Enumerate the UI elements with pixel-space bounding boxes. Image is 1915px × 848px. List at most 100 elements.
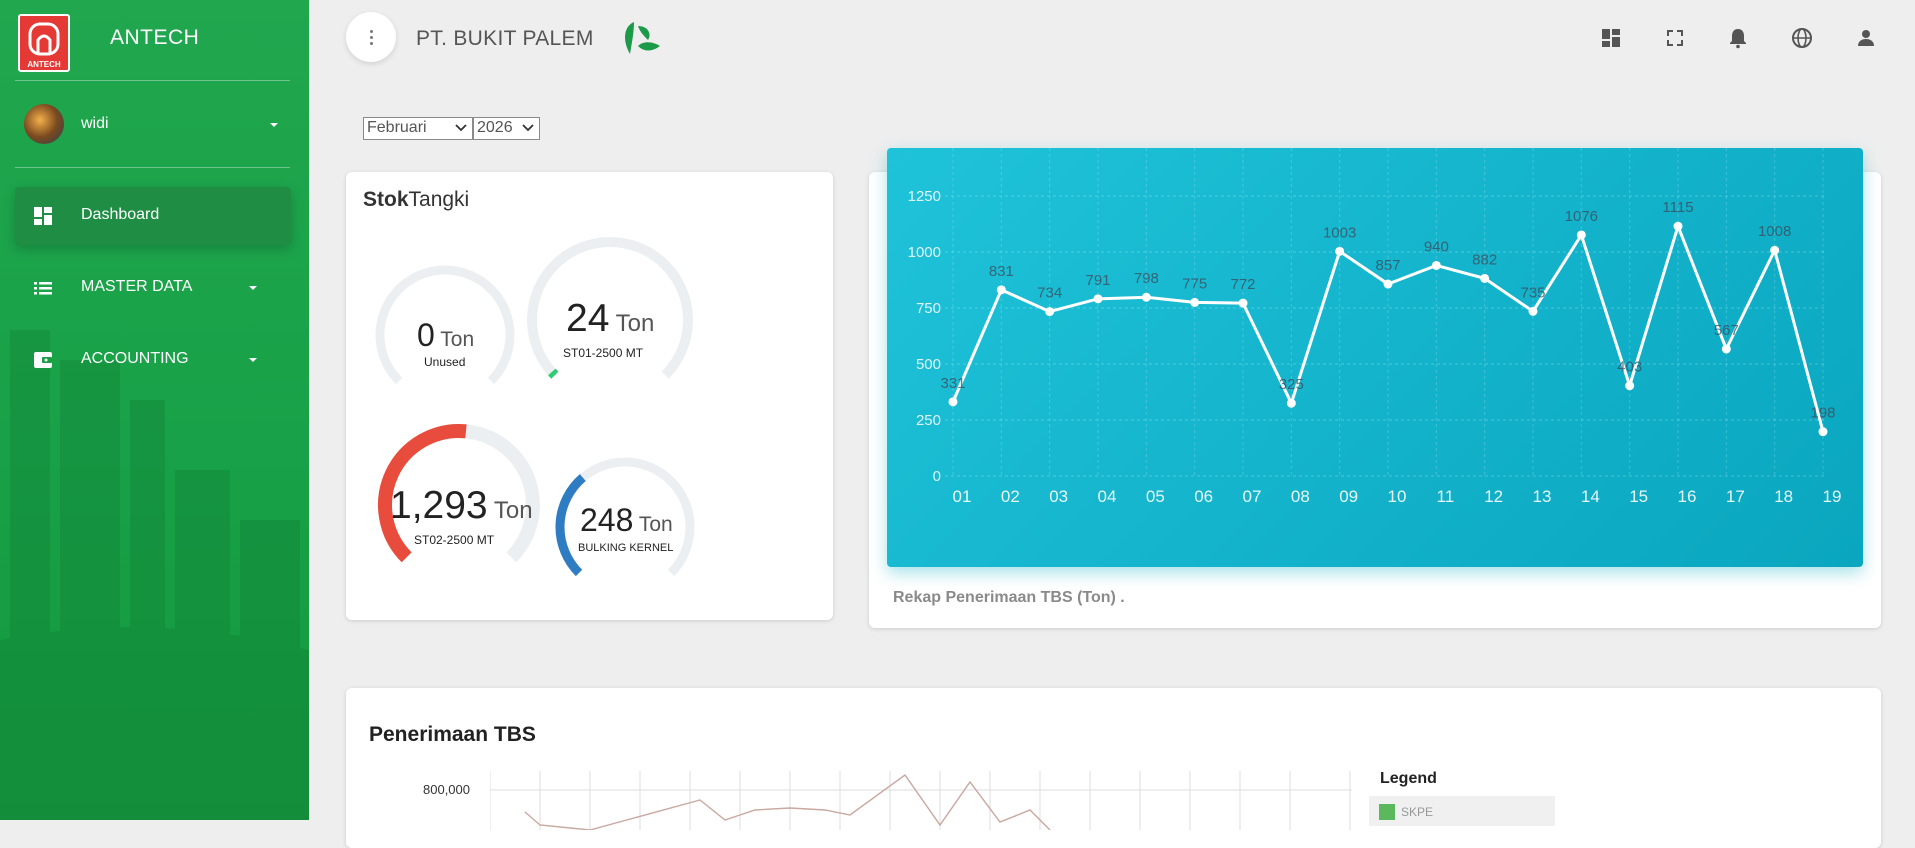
x-tick-label: 19 — [1823, 487, 1842, 506]
title-rest: Tangki — [408, 188, 470, 211]
month-select[interactable]: Februari — [363, 117, 473, 140]
data-point — [1190, 297, 1200, 307]
y-tick-label: 1250 — [908, 188, 941, 205]
x-tick-label: 04 — [1098, 487, 1117, 506]
user-menu[interactable]: widi — [24, 104, 284, 144]
data-point — [1093, 294, 1103, 304]
data-label: 831 — [989, 263, 1014, 280]
data-point — [1383, 279, 1393, 289]
sidebar-item-accounting[interactable]: ACCOUNTING — [15, 331, 291, 389]
data-label: 1003 — [1323, 224, 1356, 241]
x-tick-label: 08 — [1291, 487, 1310, 506]
penerimaan-chart — [490, 771, 1352, 830]
dashboard-icon[interactable] — [1599, 26, 1623, 50]
data-label: 1115 — [1662, 199, 1693, 216]
sidebar-item-master-data[interactable]: MASTER DATA — [15, 259, 291, 317]
data-point — [1625, 381, 1635, 391]
data-label: 325 — [1279, 376, 1304, 393]
tank-value-bulking-kernel: 248 Ton — [580, 502, 673, 538]
data-point — [1238, 298, 1248, 308]
sidebar-item-dashboard[interactable]: Dashboard — [15, 187, 291, 245]
year-select[interactable]: 2026 — [473, 117, 540, 140]
data-label: 198 — [1810, 405, 1835, 422]
rekap-line-chart: 0 250 500 750 1000 1250 01 02 03 04 05 06 07 08 09 10 11… — [908, 148, 1842, 506]
sidebar-item-label: MASTER DATA — [81, 278, 193, 295]
bell-icon[interactable] — [1726, 26, 1750, 50]
gauge-fill-st01 — [548, 368, 559, 379]
gauge-fill-bulking-kernel — [555, 474, 586, 577]
sidebar-item-label: Dashboard — [81, 206, 160, 223]
person-icon[interactable] — [1854, 26, 1878, 50]
sidebar-background-image — [0, 330, 309, 820]
data-label: 857 — [1375, 257, 1400, 274]
month-value: Februari — [367, 119, 427, 136]
data-label: 331 — [940, 375, 965, 392]
data-point — [1141, 292, 1151, 302]
dot — [370, 36, 373, 39]
y-tick-label: 750 — [916, 300, 941, 317]
card-title: StokTangki — [363, 188, 469, 212]
y-tick-label: 800,000 — [423, 782, 470, 797]
data-label: 403 — [1617, 359, 1642, 376]
company-logo — [625, 22, 660, 54]
more-options-button[interactable] — [346, 12, 396, 62]
data-point — [996, 285, 1006, 295]
data-point — [1770, 245, 1780, 255]
sidebar-divider — [15, 167, 290, 168]
x-tick-label: 17 — [1726, 487, 1745, 506]
sidebar-item-label: ACCOUNTING — [81, 350, 189, 367]
data-label: 1008 — [1758, 223, 1791, 240]
x-tick-label: 11 — [1437, 487, 1455, 506]
brand-name[interactable]: ANTECH — [110, 26, 200, 49]
x-tick-label: 12 — [1484, 487, 1503, 506]
data-label: 1076 — [1565, 208, 1598, 225]
tank-name: ST02-2500 MT — [414, 533, 495, 547]
y-tick-label: 500 — [916, 356, 941, 373]
series-line — [524, 774, 1051, 830]
globe-icon[interactable] — [1790, 26, 1814, 50]
sidebar: ANTECH ANTECH widi Dashboard MASTER DATA… — [0, 0, 309, 820]
legend-swatch — [1379, 804, 1395, 820]
antech-logo: ANTECH — [18, 14, 70, 72]
data-point — [1528, 306, 1538, 316]
sidebar-divider — [15, 80, 290, 81]
chart-caption: Rekap Penerimaan TBS (Ton) . — [893, 589, 1125, 606]
gauge-fill-st02 — [378, 424, 467, 563]
x-tick-label: 16 — [1678, 487, 1697, 506]
data-label: 775 — [1182, 275, 1207, 292]
data-label: 772 — [1230, 276, 1255, 293]
gauge-track-unused — [375, 265, 515, 385]
x-tick-label: 07 — [1243, 487, 1262, 506]
gauge-track-st01 — [527, 237, 693, 379]
tank-value-unused: 0 Ton — [417, 317, 475, 353]
avatar — [24, 104, 64, 144]
data-label: 882 — [1472, 251, 1497, 268]
tank-value-st02: 1,293 Ton — [390, 484, 533, 527]
y-tick-label: 250 — [916, 412, 941, 429]
chevron-down-icon — [270, 123, 278, 127]
data-label: 734 — [1037, 285, 1062, 302]
data-label: 735 — [1520, 284, 1545, 301]
data-label: 791 — [1085, 272, 1110, 289]
x-tick-label: 18 — [1774, 487, 1793, 506]
tank-gauges — [375, 237, 695, 577]
legend-label: SKPE — [1401, 805, 1434, 819]
wallet-icon — [34, 352, 52, 368]
data-point — [1673, 221, 1683, 231]
x-tick-label: 13 — [1533, 487, 1552, 506]
user-name: widi — [81, 115, 109, 132]
list-icon — [34, 282, 52, 295]
data-point — [1045, 307, 1055, 317]
chevron-down-icon — [249, 358, 257, 362]
logo-text: ANTECH — [27, 60, 61, 69]
fullscreen-icon[interactable] — [1663, 26, 1687, 50]
x-tick-label: 03 — [1049, 487, 1068, 506]
x-tick-label: 10 — [1388, 487, 1407, 506]
legend-item[interactable]: SKPE — [1369, 796, 1555, 826]
logo[interactable]: ANTECH — [18, 14, 70, 72]
tank-value-st01: 24 Ton — [566, 297, 655, 340]
data-point — [1480, 273, 1490, 283]
x-tick-label: 01 — [953, 487, 972, 506]
legend-title: Legend — [1380, 770, 1437, 787]
x-tick-label: 02 — [1001, 487, 1020, 506]
